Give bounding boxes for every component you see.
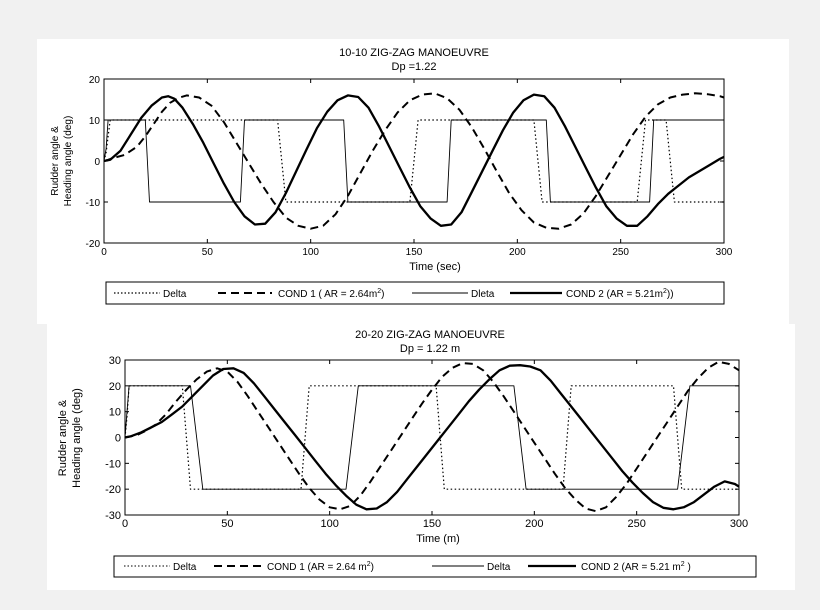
top-legend-delta-label: Delta	[163, 289, 187, 300]
bottom-legend-cond2-text: COND 2 (AR = 5.21 m2 )	[581, 561, 691, 573]
bottom-y-tick-label: -10	[105, 458, 121, 470]
bottom-y-tick-label: 20	[109, 381, 121, 393]
bottom-legend-box	[113, 555, 757, 578]
bottom-x-tick-label: 100	[320, 518, 338, 530]
bottom-x-tick-label: 0	[122, 518, 128, 530]
top-x-axis-label: Time (sec)	[409, 261, 461, 273]
top-x-tick-label: 0	[101, 247, 107, 258]
bottom-y-tick-label: -30	[105, 510, 121, 522]
bottom-y-tick-label: 30	[109, 355, 121, 367]
bottom-series-solid-thin-line	[124, 385, 739, 490]
top-legend-cond1-text: COND 1 ( AR = 2.64m2)	[278, 288, 384, 300]
bottom-y-tick-label: 10	[109, 407, 121, 419]
bottom-legend-cond1-text: COND 1 (AR = 2.64 m2)	[267, 561, 374, 573]
bottom-y-tick-label: 0	[115, 433, 121, 445]
bottom-legend: Delta COND 1 (AR = 2.64 m2) Delta COND 2…	[113, 555, 757, 578]
bottom-legend-cond2-sup: 2	[681, 561, 685, 568]
top-legend-cond2-text: COND 2 (AR = 5.21m2))	[566, 288, 674, 300]
top-legend-cond2-label: COND 2 (AR = 5.21m	[566, 289, 663, 300]
top-y-axis-label-line1: Rudder angle &	[50, 126, 61, 196]
bottom-series-solid-thick-line	[124, 364, 740, 511]
bottom-chart-title: 20-20 ZIG-ZAG MANOEUVRE	[355, 329, 505, 341]
top-y-tick-label: 0	[94, 157, 100, 168]
bottom-legend-delta1-label: Delta	[173, 562, 197, 573]
top-legend-cond1-label: COND 1 ( AR = 2.64m	[278, 289, 377, 300]
bottom-y-axis-label-line2: Heading angle (deg)	[71, 388, 83, 488]
top-series-dotted-line	[103, 119, 724, 203]
top-x-tick-label: 200	[509, 247, 526, 258]
bottom-plot-frame	[124, 359, 740, 516]
top-x-tick-label: 50	[202, 247, 214, 258]
top-chart-subtitle: Dp =1.22	[392, 61, 437, 73]
bottom-x-tick-label: 150	[423, 518, 441, 530]
top-legend-cond2-sup: 2	[663, 288, 667, 295]
top-legend: Delta COND 1 ( AR = 2.64m2) Dleta COND 2…	[105, 281, 725, 305]
top-chart-title: 10-10 ZIG-ZAG MANOEUVRE	[339, 47, 489, 59]
bottom-legend-cond1-sup: 2	[367, 561, 371, 568]
bottom-x-tick-label: 50	[221, 518, 233, 530]
bottom-legend-cond1-close: )	[371, 562, 374, 573]
top-series-dashed-line	[103, 92, 725, 230]
top-y-tick-label: 20	[89, 75, 101, 86]
bottom-legend-cond2-close: )	[685, 562, 691, 573]
bottom-legend-delta2-label: Delta	[487, 562, 511, 573]
bottom-x-tick-label: 200	[525, 518, 543, 530]
bottom-y-tick-label: -20	[105, 484, 121, 496]
top-legend-cond2-close: ))	[667, 289, 674, 300]
top-legend-dleta-label: Dleta	[471, 289, 495, 300]
top-y-axis-label-line2: Heading angle (deg)	[63, 116, 74, 207]
top-series-solid-thick-line	[103, 93, 725, 227]
bottom-chart-subtitle: Dp = 1.22 m	[400, 343, 460, 355]
top-series-solid-thin-line	[103, 119, 724, 203]
bottom-series-dashed-line	[124, 360, 740, 513]
bottom-x-tick-label: 300	[730, 518, 748, 530]
bottom-legend-cond1-label: COND 1 (AR = 2.64 m	[267, 562, 367, 573]
bottom-legend-cond2-label: COND 2 (AR = 5.21 m	[581, 562, 681, 573]
top-y-tick-label: -10	[86, 198, 101, 209]
top-legend-cond1-sup: 2	[377, 288, 381, 295]
bottom-y-axis-label-line1: Rudder angle &	[57, 399, 69, 476]
bottom-x-tick-label: 250	[627, 518, 645, 530]
top-legend-cond1-close: )	[381, 289, 384, 300]
top-x-tick-label: 250	[612, 247, 629, 258]
top-y-tick-label: -20	[86, 239, 101, 250]
top-x-tick-label: 150	[406, 247, 423, 258]
bottom-x-axis-label: Time (m)	[416, 533, 460, 545]
top-x-tick-label: 100	[302, 247, 319, 258]
top-y-tick-label: 10	[89, 116, 101, 127]
top-x-tick-label: 300	[716, 247, 733, 258]
